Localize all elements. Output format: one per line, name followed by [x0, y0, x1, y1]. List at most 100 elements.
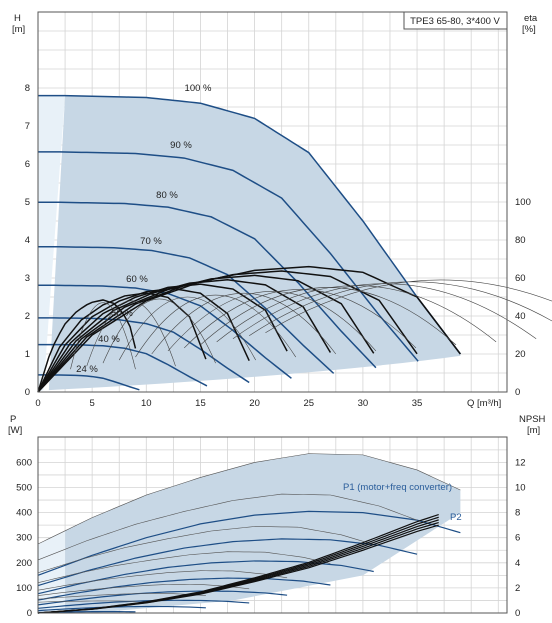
legend-p2: P2 — [450, 512, 462, 523]
speed-labels: 100 % 90 % 80 % 70 % 60 % 50 % 40 % 24 % — [76, 83, 212, 375]
eta-tick-label: 80 — [515, 235, 526, 246]
p1-curve — [37, 593, 206, 600]
p2-curve — [37, 538, 418, 587]
npsh-tick-label: 2 — [515, 583, 520, 594]
operating-envelope — [48, 95, 461, 391]
p2-curve — [37, 577, 331, 601]
top-y2-label-line2: [%] — [522, 24, 536, 35]
head-curve — [38, 246, 335, 374]
x-tick-label: 35 — [412, 398, 423, 409]
power-envelope — [65, 453, 461, 613]
h-tick-label: 6 — [25, 159, 30, 170]
iso-efficiency-curve — [265, 279, 552, 333]
p-tick-label: 600 — [16, 457, 32, 468]
npsh-curve — [37, 514, 439, 614]
p-tick-label: 400 — [16, 508, 32, 519]
eta-tick-label: 20 — [515, 349, 526, 360]
top-curves — [37, 94, 552, 393]
head-curve — [38, 94, 461, 355]
h-tick-label: 5 — [25, 197, 30, 208]
efficiency-curve — [37, 279, 332, 393]
p-tick-label: 100 — [16, 583, 32, 594]
chart-title: TPE3 65-80, 3*400 V — [410, 16, 500, 27]
top-y-label-line1: H — [14, 13, 21, 24]
p1-curve — [37, 453, 461, 545]
iso-efficiency-curve — [70, 302, 136, 370]
iso-efficiency-curve — [200, 287, 457, 346]
eta-tick-label: 100 — [515, 197, 531, 208]
top-y-label-line2: [m] — [12, 24, 25, 35]
p-tick-label: 200 — [16, 558, 32, 569]
p1-curve — [37, 493, 418, 561]
iso-efficiency-curve — [183, 289, 417, 349]
npsh-tick-label: 10 — [515, 483, 526, 494]
bottom-frame — [37, 436, 508, 614]
x-tick-label: 5 — [90, 398, 95, 409]
speed-label: 24 % — [76, 364, 98, 375]
speed-label: 90 % — [170, 140, 192, 151]
x-tick-label: 15 — [195, 398, 206, 409]
p-tick-label: 300 — [16, 533, 32, 544]
efficiency-curve — [37, 274, 375, 393]
bottom-y2-label-line1: NPSH — [519, 414, 546, 425]
iso-efficiency-curve — [167, 291, 377, 352]
x-tick-label: 10 — [141, 398, 152, 409]
p2-curve — [37, 510, 461, 576]
h-tick-label: 4 — [25, 235, 30, 246]
h-tick-label: 8 — [25, 83, 30, 94]
p2-curve — [37, 605, 206, 612]
p1-curve — [37, 583, 250, 596]
min-flow-region-power — [38, 530, 66, 613]
speed-label: 50 % — [111, 308, 133, 319]
p1-curve — [37, 551, 331, 584]
bottom-ticks: 0 100 200 300 400 500 600 0 2 4 6 8 10 12 — [16, 457, 525, 619]
p1-curve — [37, 600, 136, 603]
p-tick-label: 500 — [16, 483, 32, 494]
speed-label: 70 % — [140, 236, 162, 247]
x-tick-label: 0 — [35, 398, 40, 409]
p-tick-label: 0 — [27, 608, 32, 619]
iso-efficiency-curve — [102, 298, 216, 364]
eta-tick-label: 60 — [515, 273, 526, 284]
x-tick-label: 20 — [249, 398, 260, 409]
npsh-tick-label: 0 — [515, 608, 520, 619]
x-tick-label: 25 — [303, 398, 314, 409]
npsh-tick-label: 8 — [515, 508, 520, 519]
p1-curve — [37, 570, 288, 591]
npsh-tick-label: 4 — [515, 558, 520, 569]
title-box — [403, 11, 508, 30]
speed-label: 100 % — [185, 83, 212, 94]
top-operating-envelope — [38, 95, 461, 392]
x-tick-label: 30 — [358, 398, 369, 409]
speed-label: 40 % — [98, 334, 120, 345]
legend-p1: P1 (motor+freq converter) — [343, 482, 452, 493]
bottom-y-label-line2: [W] — [8, 425, 22, 436]
bottom-y2-label-line2: [m] — [527, 425, 540, 436]
top-y2-label-line1: eta — [524, 13, 538, 24]
top-frame — [37, 11, 508, 393]
h-tick-label: 7 — [25, 121, 30, 132]
iso-efficiency-curve — [118, 296, 256, 361]
eta-tick-label: 40 — [515, 311, 526, 322]
top-x-label: Q [m³/h] — [467, 398, 501, 409]
head-curve — [38, 343, 208, 387]
speed-label: 60 % — [126, 274, 148, 285]
iso-efficiency-curve — [232, 283, 537, 340]
p2-curve — [37, 590, 288, 606]
efficiency-curve — [37, 292, 207, 393]
iso-efficiency-curve — [135, 294, 297, 358]
iso-efficiency-curve — [151, 293, 337, 355]
head-curve — [38, 201, 377, 369]
p2-curve — [37, 599, 250, 609]
p1-curve — [37, 526, 374, 574]
head-curve — [38, 151, 419, 362]
iso-efficiency-curve — [249, 281, 552, 337]
h-tick-label: 3 — [25, 273, 30, 284]
h-tick-label: 1 — [25, 349, 30, 360]
npsh-tick-label: 12 — [515, 457, 526, 468]
eta-tick-label: 0 — [515, 387, 520, 398]
efficiency-curve — [37, 299, 137, 393]
bottom-y-label-line1: P — [10, 414, 16, 425]
